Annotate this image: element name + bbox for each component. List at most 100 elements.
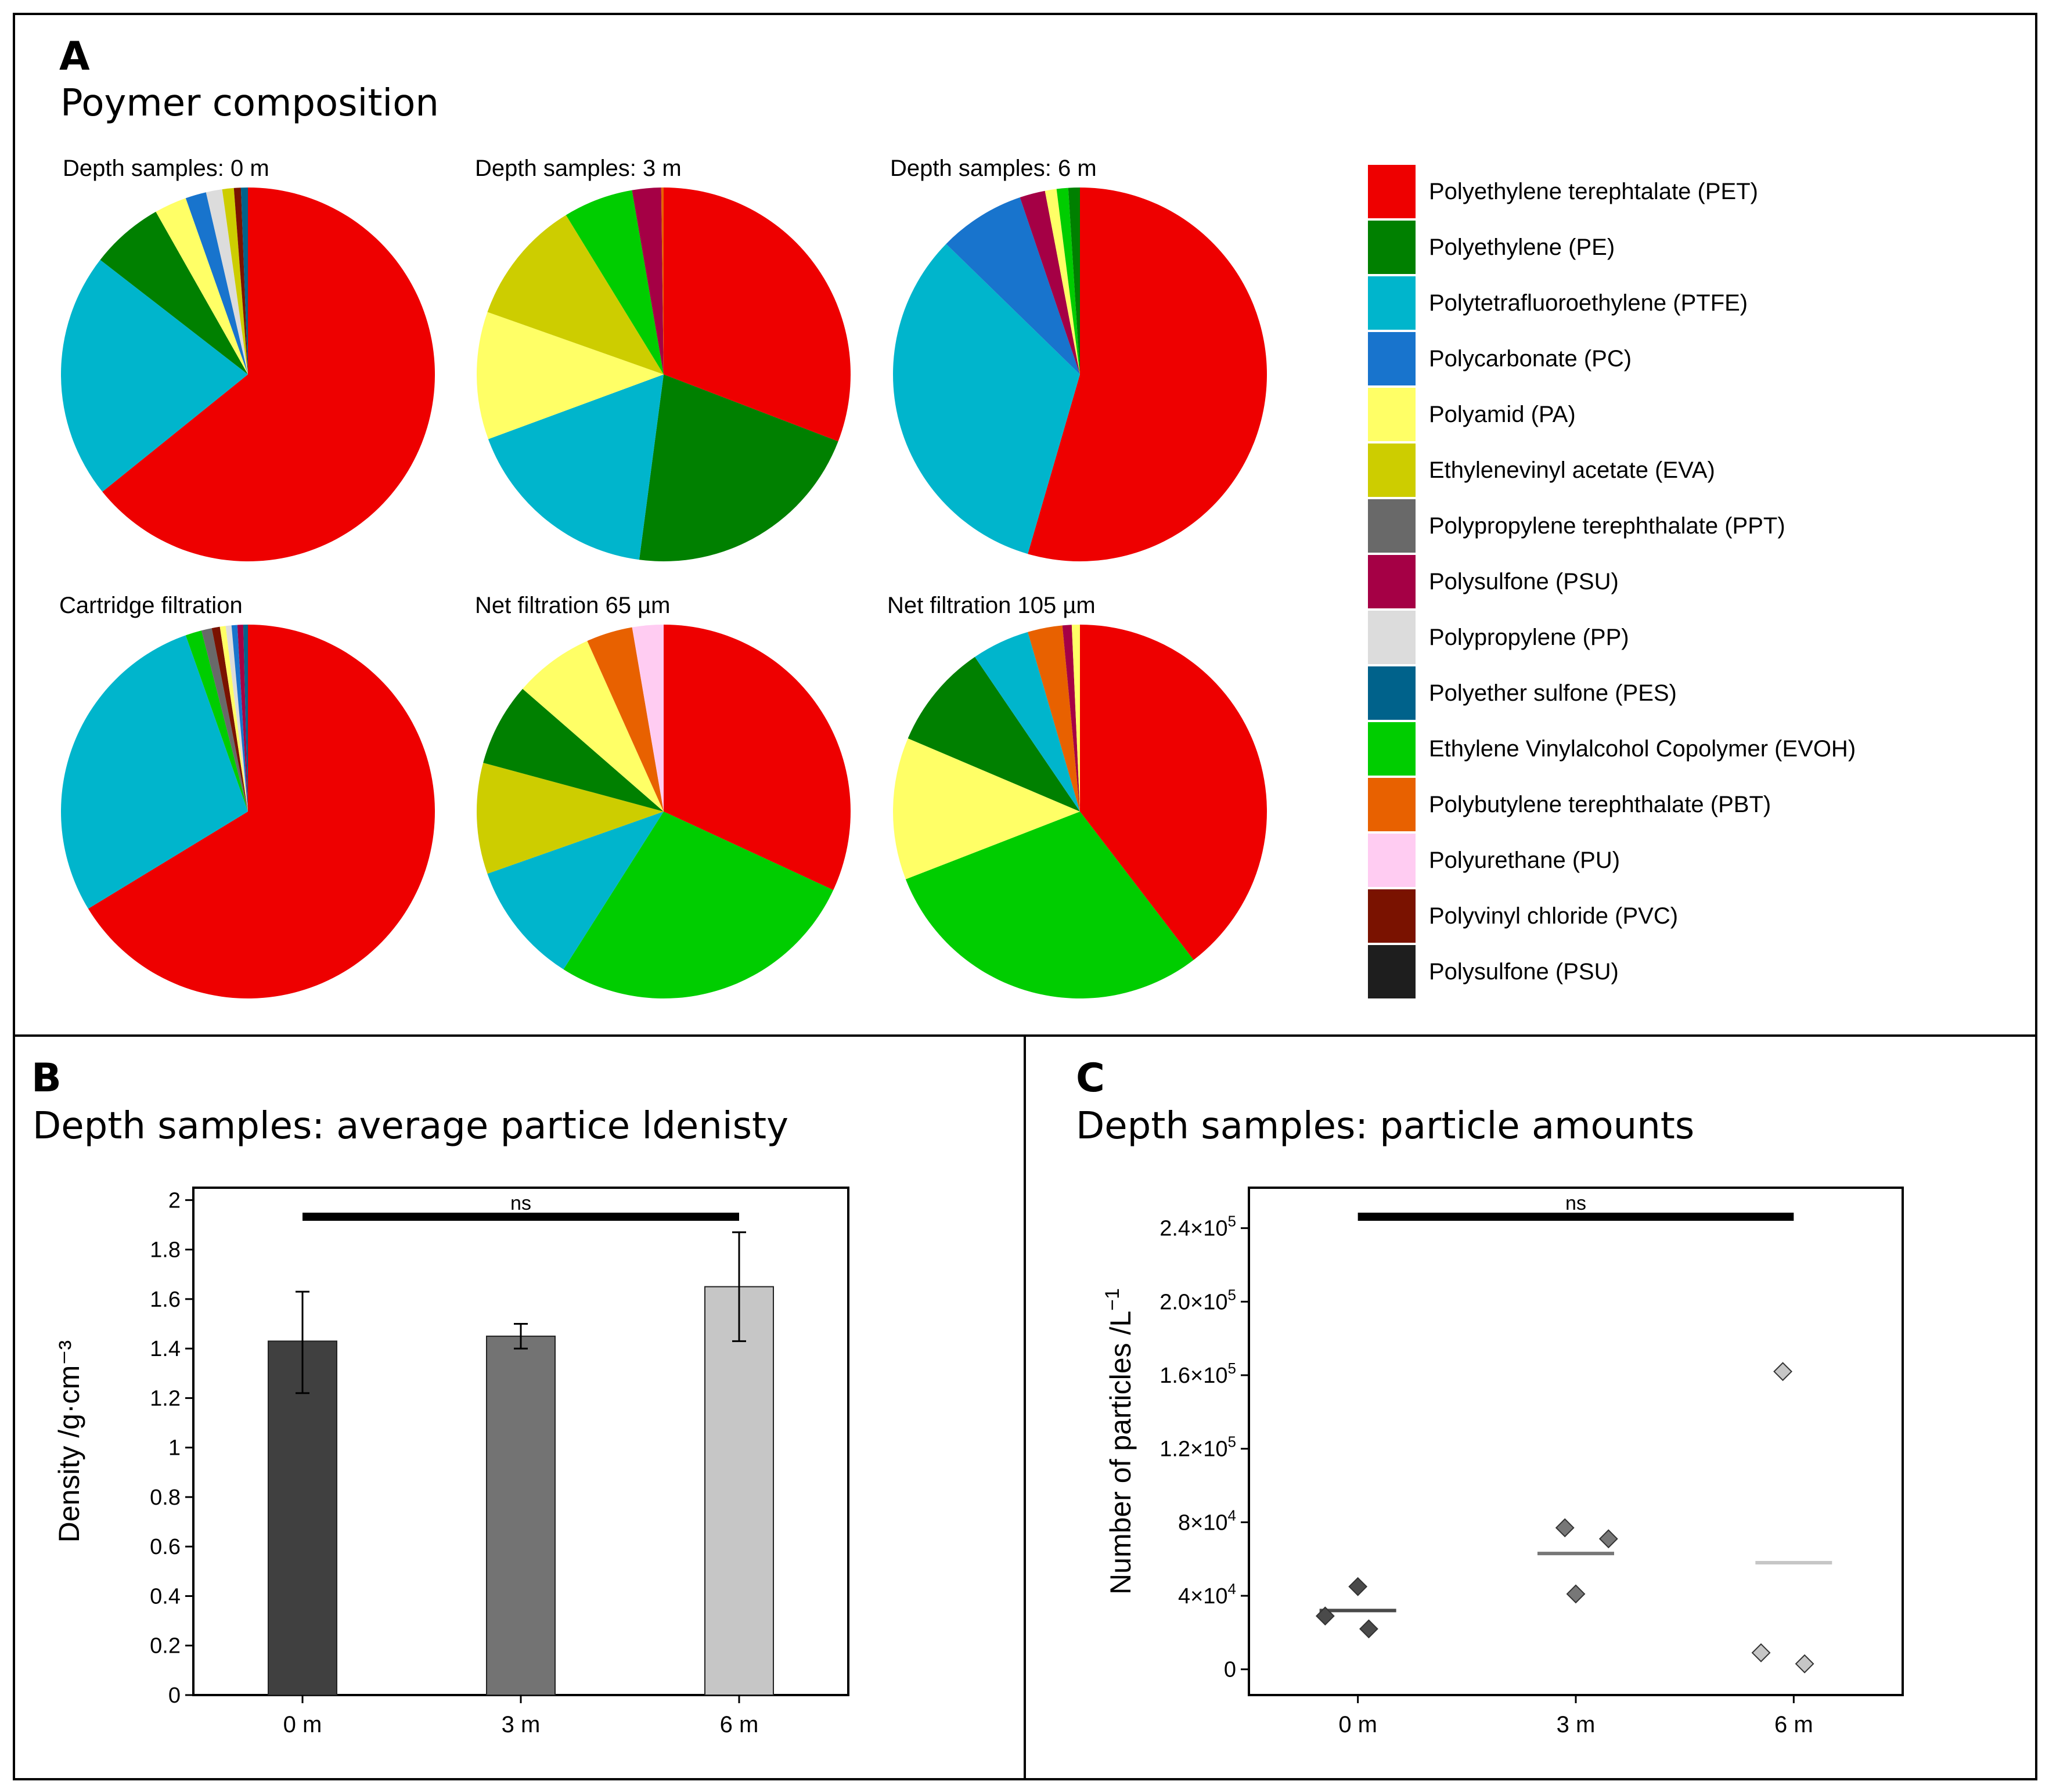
pie-slice-polypropylene-pp bbox=[225, 625, 248, 812]
pie-slice-ethylenevinyl-acetate-eva bbox=[477, 763, 664, 874]
legend-swatch bbox=[1368, 722, 1416, 776]
y-tick-label: 8×104 bbox=[1178, 1506, 1236, 1535]
pie-slice-polysulfone-psu bbox=[1062, 625, 1080, 812]
pie-slice-ethylenevinyl-acetate-eva bbox=[222, 188, 248, 374]
pie-depth-0m bbox=[61, 188, 435, 561]
legend-label: Polyethylene terephtalate (PET) bbox=[1429, 179, 1758, 204]
bar-0-m bbox=[268, 1340, 337, 1696]
pie-slice-polyethylene-pe bbox=[1068, 188, 1080, 374]
pie-title-depth-3m: Depth samples: 3 m bbox=[475, 156, 682, 181]
legend-item: Polybutylene terephthalate (PBT) bbox=[1368, 778, 2007, 834]
legend-label: Polyether sulfone (PES) bbox=[1429, 680, 1677, 706]
legend-swatch bbox=[1368, 499, 1416, 553]
legend-swatch bbox=[1368, 221, 1416, 274]
pie-slice-polyamid-pa bbox=[523, 641, 664, 812]
legend-item: Polyether sulfone (PES) bbox=[1368, 666, 2007, 722]
data-point bbox=[1359, 1619, 1378, 1639]
pie-slice-polyethylene-pe bbox=[908, 657, 1080, 812]
pie-slice-polybutylene-terephthalate-pbt bbox=[1028, 625, 1080, 812]
legend-item: Polytetrafluoroethylene (PTFE) bbox=[1368, 276, 2007, 332]
y-tick-label: 0.6 bbox=[150, 1535, 181, 1559]
pie-depth-6m bbox=[893, 188, 1267, 561]
y-tick-label: 2 bbox=[168, 1188, 181, 1213]
data-point bbox=[1773, 1362, 1792, 1382]
pie-slice-polypropylene-terephthalate-ppt bbox=[201, 628, 248, 812]
y-tick-label: 0 bbox=[168, 1683, 181, 1708]
legend-swatch bbox=[1368, 889, 1416, 943]
pie-slice-polyethylene-terephtalate-pet bbox=[664, 188, 851, 442]
pie-slice-ethylenevinyl-acetate-eva bbox=[487, 215, 664, 374]
pie-slice-polyethylene-pe bbox=[483, 688, 664, 812]
pie-slice-polyvinyl-chloride-pvc bbox=[233, 188, 248, 374]
legend-item: Polyethylene terephtalate (PET) bbox=[1368, 165, 2007, 221]
pie-cartridge bbox=[60, 625, 435, 998]
pie-slice-polyether-sulfone-pes bbox=[240, 188, 248, 374]
pie-slice-ethylene-vinylalcohol-copolymer-evoh bbox=[563, 812, 834, 998]
pie-slice-polytetrafluoroethylene-ptfe bbox=[975, 632, 1080, 812]
panel-c: C Depth samples: particle amounts 0 4×104… bbox=[1024, 1034, 2037, 1780]
legend-label: Polyvinyl chloride (PVC) bbox=[1429, 903, 1679, 929]
pie-slice-polybutylene-terephthalate-pbt bbox=[587, 627, 664, 812]
bar-3-m bbox=[486, 1335, 556, 1696]
y-axis-label: Number of particles /L−1 bbox=[1101, 1288, 1137, 1595]
pie-slice-ethylene-vinylalcohol-copolymer-evoh bbox=[905, 812, 1194, 999]
legend-swatch bbox=[1368, 388, 1416, 441]
y-tick-label: 1.2 bbox=[150, 1386, 181, 1411]
pie-net-105 bbox=[893, 625, 1267, 999]
data-point bbox=[1348, 1577, 1368, 1596]
legend-item: Polyethylene (PE) bbox=[1368, 221, 2007, 276]
legend-swatch bbox=[1368, 555, 1416, 608]
pie-slice-polyethylene-terephtalate-pet bbox=[1028, 188, 1267, 561]
legend-label: Polyethylene (PE) bbox=[1429, 235, 1615, 260]
legend-item: Ethylene Vinylalcohol Copolymer (EVOH) bbox=[1368, 722, 2007, 778]
pie-slice-ethylene-vinylalcohol-copolymer-evoh bbox=[1056, 188, 1080, 374]
x-tick-label: 0 m bbox=[283, 1712, 322, 1737]
scatter-plot-frame bbox=[1248, 1187, 1904, 1696]
pie-slice-polyamid-pa bbox=[156, 198, 248, 374]
pie-slice-polysulfone-psu bbox=[237, 625, 248, 812]
legend-swatch bbox=[1368, 834, 1416, 887]
pie-slice-polyamid-pa bbox=[893, 738, 1080, 879]
pie-net-65 bbox=[477, 625, 851, 998]
pie-slice-polycarbonate-pc bbox=[946, 197, 1080, 374]
pie-slice-polypropylene-pp bbox=[206, 189, 248, 374]
y-axis-label: Density /g·cm⁻³ bbox=[53, 1340, 85, 1543]
data-point bbox=[1795, 1654, 1814, 1674]
y-tick-label: 1.4 bbox=[150, 1337, 181, 1361]
panel-a-letter: A bbox=[59, 34, 90, 80]
pie-slice-polyethylene-pe bbox=[639, 374, 838, 561]
particle-scatter-chart: 0 4×104 8×104 1.2×105 1.6×105 2.0×105 2.4×105 0… bbox=[1101, 1187, 1904, 1737]
pie-slice-polyethylene-terephtalate-pet bbox=[1080, 625, 1267, 960]
legend-label: Polytetrafluoroethylene (PTFE) bbox=[1429, 290, 1748, 316]
pie-slice-polytetrafluoroethylene-ptfe bbox=[893, 244, 1080, 554]
pie-slice-polyurethane-pu bbox=[632, 625, 664, 812]
pie-slice-polyamid-pa bbox=[219, 626, 248, 812]
legend-label: Polypropylene (PP) bbox=[1429, 625, 1629, 650]
y-tick-label: 1.8 bbox=[150, 1238, 181, 1263]
legend-item: Polyamid (PA) bbox=[1368, 388, 2007, 444]
x-tick-label: 0 m bbox=[1338, 1712, 1377, 1737]
pie-depth-3m bbox=[477, 188, 851, 561]
pie-title-depth-0m: Depth samples: 0 m bbox=[63, 156, 269, 181]
pie-slice-polyether-sulfone-pes bbox=[243, 625, 248, 812]
panel-a: A Poymer composition Depth samples: 0 m … bbox=[13, 13, 2037, 1037]
legend-item: Polypropylene terephthalate (PPT) bbox=[1368, 499, 2007, 555]
panel-a-title: Poymer composition bbox=[60, 82, 439, 125]
x-tick-label: 6 m bbox=[1774, 1712, 1813, 1737]
pie-slice-polytetrafluoroethylene-ptfe bbox=[61, 259, 248, 492]
pie-slice-polyethylene-terephtalate-pet bbox=[664, 625, 851, 890]
pie-slice-polycarbonate-pc bbox=[185, 192, 248, 374]
legend-swatch bbox=[1368, 444, 1416, 497]
y-tick-label: 4×104 bbox=[1178, 1580, 1236, 1609]
y-tick-label: 1 bbox=[168, 1436, 181, 1461]
panel-b-letter: B bbox=[31, 1055, 62, 1101]
pie-charts bbox=[60, 188, 1267, 999]
y-tick-label: 1.2×105 bbox=[1159, 1433, 1236, 1462]
legend-item: Ethylenevinyl acetate (EVA) bbox=[1368, 444, 2007, 499]
legend-label: Polybutylene terephthalate (PBT) bbox=[1429, 792, 1771, 817]
legend-swatch bbox=[1368, 611, 1416, 664]
legend-swatch bbox=[1368, 165, 1416, 218]
x-tick-label: 6 m bbox=[720, 1712, 759, 1737]
legend-swatch bbox=[1368, 778, 1416, 831]
y-tick-label: 0.2 bbox=[150, 1634, 181, 1658]
